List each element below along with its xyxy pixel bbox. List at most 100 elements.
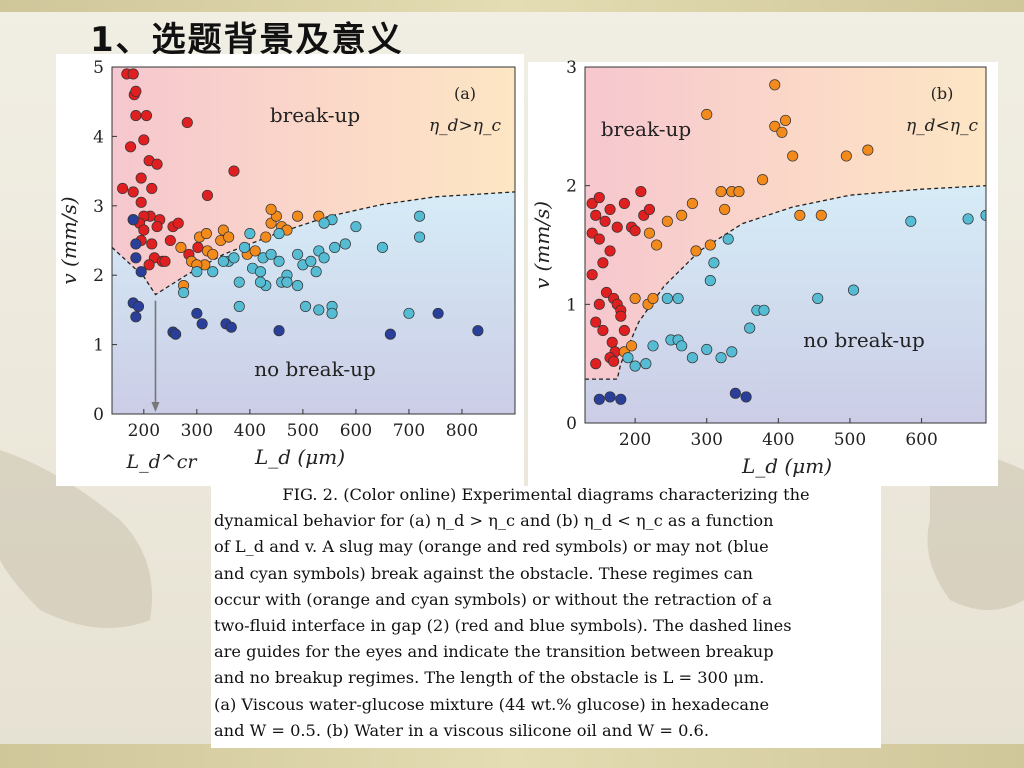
plot-frame — [584, 66, 987, 424]
data-point-cyan — [414, 210, 426, 222]
data-point-cyan — [207, 266, 219, 278]
data-point-cyan — [318, 252, 330, 264]
data-point-blue — [225, 321, 237, 333]
data-point-cyan — [962, 213, 974, 225]
figure-caption: FIG. 2. (Color online) Experimental diag… — [214, 482, 878, 744]
data-point-cyan — [672, 292, 684, 304]
plot-area — [585, 67, 986, 423]
data-point-red — [164, 234, 176, 247]
critical-length-arrowhead — [151, 402, 160, 412]
data-point-cyan — [318, 217, 330, 229]
x-tick-label: 400 — [234, 421, 266, 441]
data-point-red — [140, 110, 153, 122]
data-point-red — [117, 182, 129, 194]
caption-line: and cyan symbols) break against the obst… — [214, 563, 753, 583]
data-point-blue — [196, 318, 208, 330]
data-point-red — [593, 298, 605, 310]
data-point-cyan — [299, 300, 312, 312]
data-point-cyan — [661, 292, 673, 304]
data-point-orange — [690, 245, 702, 257]
caption-background — [211, 486, 881, 748]
data-point-orange — [769, 79, 781, 91]
data-point-cyan — [640, 358, 652, 370]
data-point-blue — [432, 307, 444, 319]
y-tick-label: 3 — [93, 197, 104, 217]
data-point-cyan — [647, 340, 659, 352]
caption-line: of L_d and v. A slug may (orange and red… — [214, 537, 769, 557]
data-point-cyan — [715, 352, 727, 364]
data-point-cyan — [708, 257, 720, 269]
data-point-cyan — [178, 286, 190, 299]
data-point-cyan — [292, 248, 304, 260]
data-point-orange — [200, 228, 212, 240]
data-point-orange — [840, 150, 852, 162]
data-point-blue — [130, 238, 142, 250]
data-point-red — [138, 134, 150, 146]
caption-line: are guides for the eyes and indicate the… — [214, 642, 774, 662]
region-no-breakup — [112, 191, 515, 414]
data-point-blue — [135, 266, 147, 278]
y-axis-label: v (mm/s) — [57, 196, 81, 284]
data-point-red — [618, 197, 630, 210]
data-point-red — [135, 196, 147, 208]
data-point-blue — [127, 214, 139, 226]
data-point-red — [586, 197, 598, 210]
data-point-orange — [265, 203, 277, 215]
data-point-orange — [769, 120, 781, 132]
data-point-cyan — [629, 360, 641, 372]
caption-line: and no breakup regimes. The length of th… — [214, 668, 765, 688]
data-point-red — [590, 209, 602, 221]
x-tick-label: 200 — [619, 430, 651, 450]
x-tick-label: 200 — [128, 421, 160, 441]
data-point-orange — [175, 241, 187, 253]
x-tick-label: 800 — [446, 421, 478, 441]
y-tick-label: 0 — [93, 405, 104, 425]
caption-line: FIG. 2. (Color online) Experimental diag… — [282, 485, 810, 504]
data-point-cyan — [701, 343, 713, 355]
data-point-red — [615, 310, 627, 322]
data-point-cyan — [722, 233, 734, 245]
panel-label: (b) — [931, 84, 954, 103]
data-point-red — [228, 165, 240, 177]
data-point-cyan — [233, 300, 245, 312]
x-tick-label: 700 — [393, 421, 425, 441]
data-point-orange — [862, 144, 874, 156]
data-point-blue — [191, 307, 203, 319]
x-tick-label: 500 — [287, 421, 319, 441]
caption-line: occur with (orange and cyan symbols) or … — [214, 589, 773, 609]
data-point-red — [181, 116, 193, 129]
caption-line: (a) Viscous water-glucose mixture (44 wt… — [214, 694, 770, 714]
data-point-red — [590, 358, 602, 370]
data-point-cyan — [414, 231, 426, 243]
plot-frame — [111, 66, 516, 415]
data-point-cyan — [217, 255, 229, 267]
region-label-no-breakup: no break-up — [254, 357, 376, 381]
data-point-orange — [779, 114, 792, 126]
x-tick-label: 300 — [691, 430, 723, 450]
data-point-cyan — [905, 215, 917, 227]
data-point-cyan — [329, 241, 341, 253]
data-point-orange — [815, 209, 827, 221]
data-point-red — [599, 215, 611, 227]
data-point-blue — [729, 387, 741, 399]
data-point-cyan — [376, 241, 388, 253]
data-point-blue — [740, 391, 752, 403]
data-point-red — [593, 233, 605, 245]
data-point-cyan — [758, 304, 770, 316]
decorative-top-band — [0, 0, 1024, 12]
data-point-orange — [794, 209, 806, 221]
condition-label: η_d>η_c — [429, 116, 501, 136]
data-point-blue — [273, 325, 285, 337]
data-point-cyan — [676, 340, 688, 352]
data-point-cyan — [305, 255, 317, 267]
data-point-red — [151, 221, 163, 233]
caption-line: two-fluid interface in gap (2) (red and … — [214, 616, 792, 636]
data-point-orange — [223, 231, 235, 243]
region-label-breakup: break-up — [270, 103, 360, 127]
data-point-orange — [757, 174, 769, 186]
data-point-orange — [651, 239, 663, 251]
data-point-blue — [472, 325, 484, 337]
data-point-red — [604, 245, 616, 257]
data-point-red — [597, 324, 609, 336]
data-point-red — [629, 225, 641, 237]
